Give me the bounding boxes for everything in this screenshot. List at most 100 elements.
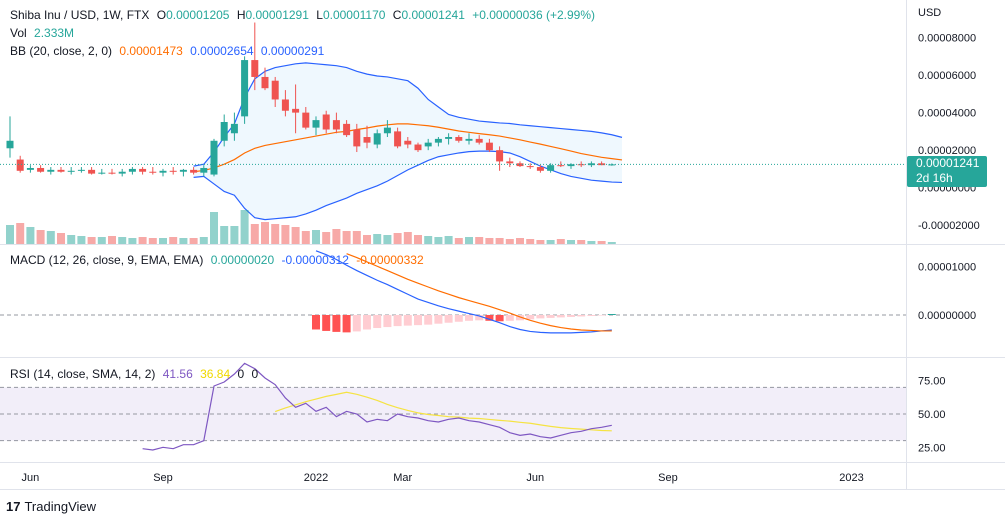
macd-histogram-bar [363,315,371,330]
volume-bar [128,238,137,244]
macd-histogram-bar [403,315,412,326]
volume-bar [220,226,229,244]
macd-histogram-bar [587,315,596,316]
candle-body [557,165,565,167]
rsi-line [142,362,612,451]
candle-body [292,108,300,113]
volume-bar [138,237,147,244]
candle-body [373,133,381,145]
volume-bar [97,237,106,244]
volume-bar [383,235,392,244]
rsi-legend[interactable]: RSI (14, close, SMA, 14, 2) 41.56 36.84 … [10,367,262,381]
candle-body [547,165,555,171]
candle-body [496,150,504,162]
macd-legend[interactable]: MACD (12, 26, close, 9, EMA, EMA) 0.0000… [10,253,428,267]
macd-histogram-bar [495,315,504,322]
candle-body [332,120,340,130]
candle-body [128,168,136,172]
bb-lower-value: 0.00000291 [260,44,325,58]
macd-tick-label: 0.00000000 [918,310,976,322]
candle-body [159,170,167,173]
low-label: L0.00001170 [316,8,386,22]
volume-bar [403,232,412,244]
macd-histogram-bar [556,315,565,318]
volume-bar [57,233,65,244]
volume-bar [6,225,14,244]
volume-bar [546,240,555,244]
rsi-sma-line [274,391,612,432]
candle-body [190,169,198,173]
price-tick-label: 0.00004000 [918,108,976,120]
candle-body [230,123,238,134]
volume-bar [179,238,188,244]
candlesticks[interactable] [0,22,906,177]
candle-body [149,171,157,173]
volume-bars [6,210,616,244]
candle-body [577,164,585,166]
candle-body [485,142,493,151]
macd-histogram-bar [536,315,545,319]
volume-bar [597,241,606,244]
tradingview-logo[interactable]: 17 TradingView [6,499,96,514]
volume-bar [393,233,402,244]
macd-signal-line [346,253,612,332]
volume-bar [240,210,249,244]
macd-value: -0.00000312 [281,253,349,267]
macd-histogram-bar [434,315,443,324]
volume-bar [46,231,55,244]
candle-body [567,164,575,167]
volume-legend[interactable]: Vol 2.333M [10,26,78,40]
candle-body [363,137,371,143]
rsi-extra-value-1: 0 [237,367,245,381]
bb-upper-value: 0.00002654 [190,44,254,58]
candle-body [200,167,208,173]
volume-bar [169,237,178,244]
bb-label: BB (20, close, 2, 0) [10,44,113,58]
candle-body [169,170,177,172]
volume-bar [36,230,45,244]
macd-histogram-bar [546,315,555,318]
volume-bar [250,224,259,244]
candle-body [383,127,391,134]
candle-body [26,167,34,170]
candle-body [526,166,534,168]
open-label: O0.00001205 [156,8,230,22]
macd-tick-label: 0.00001000 [918,262,976,274]
candle-body [251,60,259,77]
candle-body [98,172,106,174]
rsi-tick-label: 25.00 [918,442,946,454]
time-tick-label: Sep [658,472,678,484]
last-price: 0.00001241 [916,156,980,170]
macd-histogram-bar [485,315,494,321]
volume-bar [291,227,300,244]
volume-bar [87,237,96,244]
close-label: C0.00001241 [392,8,465,22]
macd-line [315,250,612,334]
candle-body [455,137,463,141]
macd-histogram-bar [322,315,331,331]
volume-bar [281,225,290,244]
bb-legend[interactable]: BB (20, close, 2, 0) 0.00001473 0.000026… [10,44,328,58]
time-tick-label: 2022 [304,472,328,484]
volume-bar [577,240,586,244]
volume-bar [505,239,514,244]
volume-bar [444,236,453,244]
volume-bar [332,229,341,244]
macd-histogram-bar [505,315,514,321]
time-tick-label: Jun [526,472,544,484]
macd-histogram-bar [342,315,351,333]
candle-body [118,171,126,174]
macd-histogram-bar [567,315,575,317]
volume-bar [16,223,25,244]
candle-body [139,168,147,172]
macd-histogram-bar [444,315,453,323]
tradingview-name: TradingView [24,499,97,514]
candle-body [67,170,75,172]
volume-bar [485,238,494,244]
grid-lines [0,0,1005,490]
macd-histogram-bar [526,315,535,320]
rsi-pane [0,362,906,451]
macd-histogram-bar [373,315,382,329]
symbol-title[interactable]: Shiba Inu / USD, 1W, FTX [10,8,150,22]
